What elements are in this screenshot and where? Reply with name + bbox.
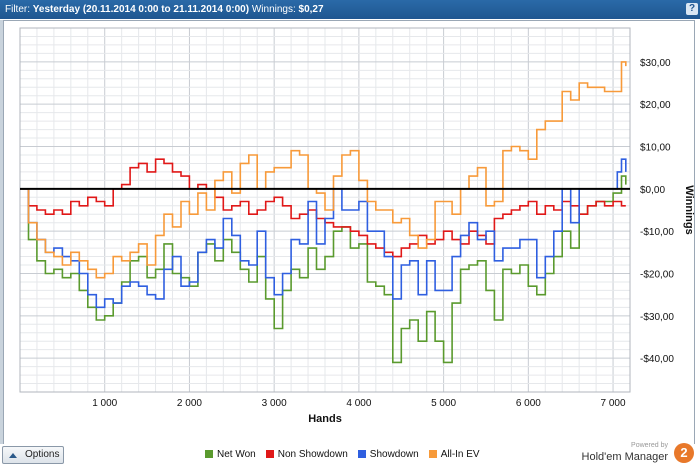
winnings-label: Winnings:: [251, 4, 296, 15]
legend-item-all-in-ev[interactable]: All-In EV: [428, 449, 480, 460]
series-line-showdown: [20, 158, 627, 309]
legend-label: Non Showdown: [277, 449, 348, 460]
options-button[interactable]: Options: [2, 446, 64, 464]
filter-title-bar: Filter: Yesterday (20.11.2014 0:00 to 21…: [0, 0, 700, 19]
y-tick-label: -$30,00: [640, 312, 674, 323]
legend-item-net-won[interactable]: Net Won: [205, 449, 256, 460]
y-tick-label: -$10,00: [640, 227, 674, 238]
filter-value: Yesterday (20.11.2014 0:00 to 21.11.2014…: [32, 4, 250, 15]
x-axis-title: Hands: [308, 413, 342, 425]
x-tick-label: 5 000: [431, 398, 456, 409]
x-tick-label: 3 000: [262, 398, 287, 409]
branding: Powered by Hold'em Manager 2: [582, 440, 696, 466]
y-tick-label: $10,00: [640, 143, 671, 154]
y-tick-label: -$20,00: [640, 269, 674, 280]
legend-label: Net Won: [217, 449, 256, 460]
legend-item-showdown[interactable]: Showdown: [357, 449, 419, 460]
triangle-up-icon: [9, 453, 17, 458]
series-line-net-won: [20, 175, 627, 364]
chart-legend: Net Won Non Showdown Showdown All-In EV: [205, 449, 490, 463]
y-tick-label: -$40,00: [640, 354, 674, 365]
options-label: Options: [25, 449, 60, 460]
x-tick-label: 1 000: [92, 398, 117, 409]
winnings-value: $0,27: [298, 4, 324, 15]
help-icon[interactable]: ?: [686, 3, 698, 15]
x-tick-label: 6 000: [516, 398, 541, 409]
legend-item-non-showdown[interactable]: Non Showdown: [265, 449, 348, 460]
series-line-all-in-ev: [20, 61, 627, 279]
y-tick-label: $0,00: [640, 185, 665, 196]
y-tick-label: $30,00: [640, 58, 671, 69]
legend-label: All-In EV: [440, 449, 480, 460]
left-scroll-strip: [0, 20, 4, 445]
x-tick-label: 7 000: [601, 398, 626, 409]
plot-area-border: [19, 27, 631, 393]
filter-label: Filter:: [5, 4, 30, 15]
product-name: Hold'em Manager: [581, 451, 668, 463]
holdem-manager-logo-icon: 2: [674, 443, 694, 463]
legend-swatch: [265, 450, 274, 458]
series-line-non-showdown: [20, 158, 626, 258]
y-axis-title: Winnings: [683, 185, 695, 234]
legend-label: Showdown: [369, 449, 419, 460]
powered-by-text: Powered by: [631, 442, 668, 449]
x-tick-label: 4 000: [346, 398, 371, 409]
legend-swatch: [205, 450, 213, 458]
legend-swatch: [428, 450, 437, 458]
y-tick-label: $20,00: [640, 100, 671, 111]
x-tick-label: 2 000: [177, 398, 202, 409]
legend-swatch: [357, 450, 366, 458]
footer-bar: [0, 444, 700, 467]
